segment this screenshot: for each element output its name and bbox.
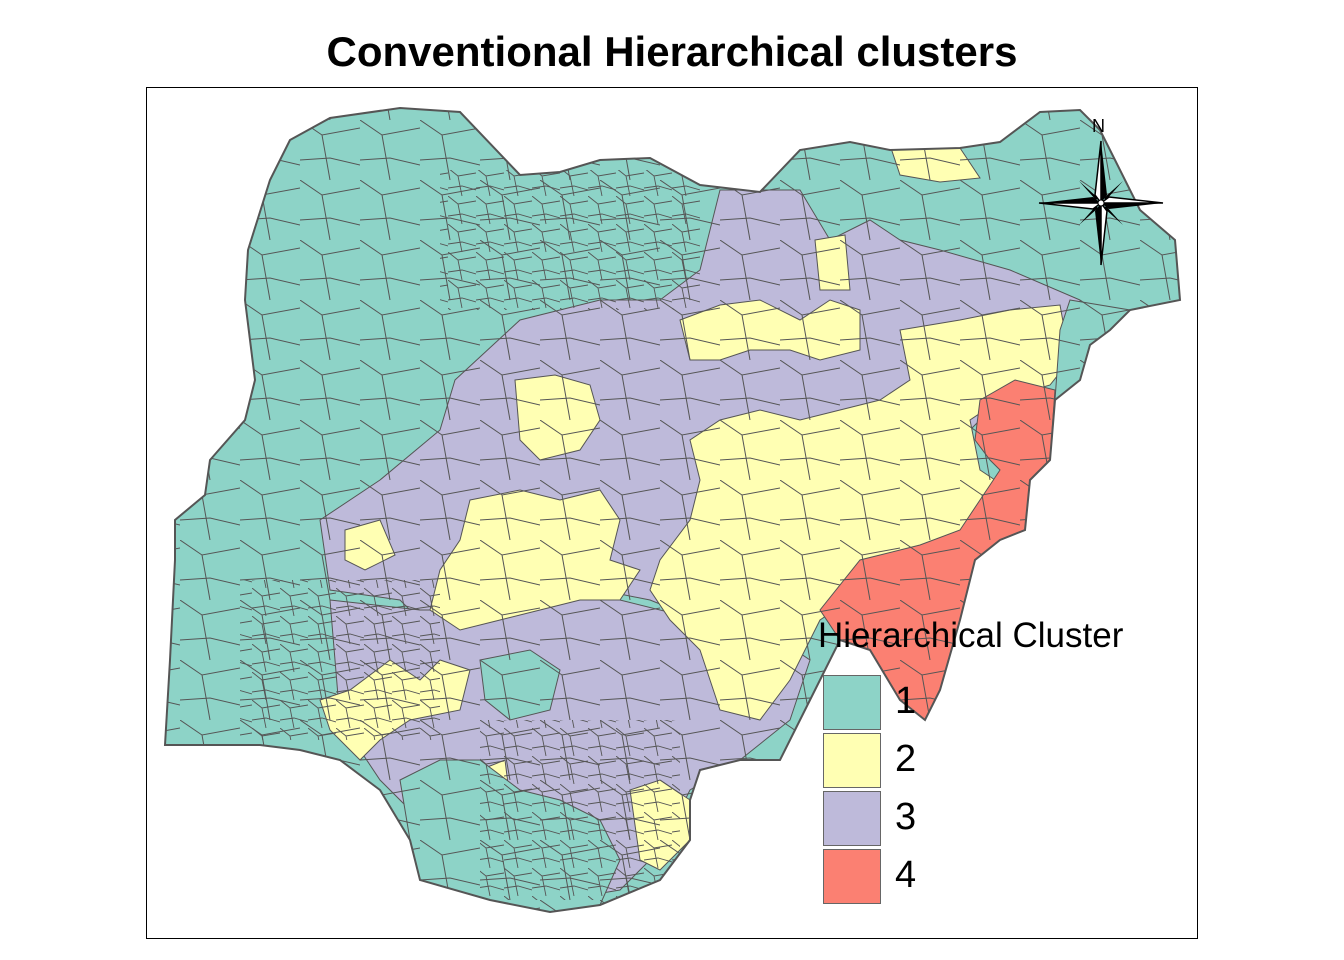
legend-swatch-1 xyxy=(823,675,881,730)
district-boundaries-dense-north xyxy=(440,170,700,310)
north-label: N xyxy=(1092,116,1105,136)
legend-label-4: 4 xyxy=(895,854,917,896)
map-title: Conventional Hierarchical clusters xyxy=(326,28,1018,75)
north-arrow-compass-icon xyxy=(1038,140,1164,266)
district-boundaries-dense-southwest xyxy=(240,580,440,740)
legend-label-3: 3 xyxy=(895,796,917,838)
legend-swatch-4 xyxy=(823,849,881,904)
legend-title: Hierarchical Cluster xyxy=(818,616,1124,655)
legend-label-1: 1 xyxy=(895,680,917,722)
map-frame xyxy=(146,87,1198,939)
district-boundaries-dense-south xyxy=(480,720,680,900)
legend-swatch-3 xyxy=(823,791,881,846)
legend-swatch-2 xyxy=(823,733,881,788)
legend-label-2: 2 xyxy=(895,738,917,780)
